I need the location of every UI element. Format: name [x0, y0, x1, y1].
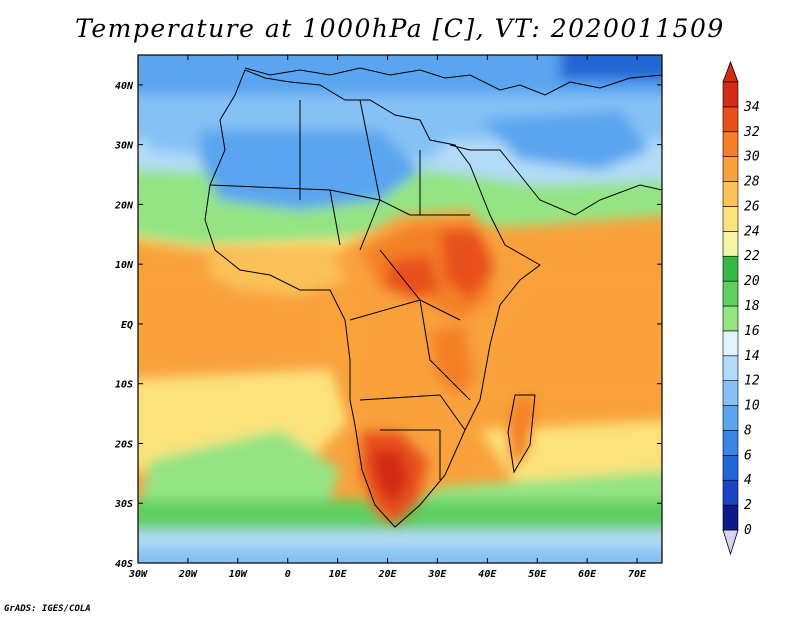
colorbar-under-arrow	[722, 529, 739, 556]
colorbar-swatch	[722, 504, 739, 531]
colorbar-label: 10	[744, 399, 760, 414]
colorbar-swatch	[722, 255, 739, 282]
lat-tick-label: EQ	[121, 320, 133, 331]
colorbar-label: 34	[743, 100, 760, 115]
lon-tick-label: 30E	[427, 569, 447, 580]
lat-tick-label: 30S	[114, 499, 133, 510]
longitude-axis: 30W 20W 10W 0 10E 20E 30E 40E 50E 60E 70E	[128, 55, 647, 580]
colorbar-swatch	[722, 479, 739, 506]
colorbar-swatch	[722, 380, 739, 406]
colorbar-swatch	[722, 131, 739, 157]
lat-tick-label: 20N	[114, 200, 134, 211]
lat-tick-label: 20S	[114, 439, 133, 450]
lon-tick-label: 30W	[128, 569, 148, 580]
lon-tick-label: 10E	[329, 569, 348, 580]
colorbar-label: 12	[744, 374, 760, 389]
lat-tick-label: 10N	[115, 260, 134, 271]
colorbar-swatch	[722, 81, 739, 108]
colorbar-label: 6	[744, 448, 752, 463]
map-frame	[137, 54, 663, 564]
colorbar-swatch	[722, 305, 739, 332]
colorbar-label: 2	[744, 498, 752, 513]
colorbar-swatch	[722, 430, 739, 456]
colorbar-label: 14	[744, 349, 760, 364]
colorbar-swatch	[722, 405, 739, 431]
colorbar-label: 4	[744, 473, 752, 488]
colorbar-label: 30	[743, 150, 760, 165]
colorbar-swatch	[722, 206, 739, 232]
lon-tick-label: 60E	[578, 569, 597, 580]
colorbar-label: 32	[743, 125, 760, 140]
map-title: Temperature at 1000hPa [C], VT: 20200115…	[75, 14, 725, 43]
lat-tick-label: 10S	[115, 380, 133, 391]
lon-tick-label: 70E	[628, 569, 647, 580]
lon-tick-label: 0	[285, 569, 291, 580]
lat-tick-label: 30N	[114, 141, 134, 152]
lon-tick-label: 40E	[478, 569, 497, 580]
lon-tick-label: 20E	[377, 569, 397, 580]
lon-tick-label: 50E	[528, 569, 547, 580]
colorbar-label: 8	[744, 423, 752, 438]
lat-tick-label: 40S	[115, 559, 133, 570]
colorbar-label: 24	[744, 224, 760, 239]
colorbar-swatch	[722, 355, 739, 381]
grads-credit: GrADS: IGES/COLA	[4, 604, 91, 614]
colorbar-label: 26	[744, 199, 760, 214]
temperature-field	[138, 55, 662, 563]
colorbar-swatch	[722, 106, 739, 133]
colorbar-swatch	[722, 181, 739, 207]
lat-tick-label: 40N	[115, 81, 134, 92]
colorbar-label: 20	[744, 274, 760, 289]
latitude-axis: 40N 30N 20N 10N EQ 10S 20S 30S 40S	[114, 81, 662, 570]
colorbar-label: 28	[744, 175, 760, 190]
colorbar-over-arrow	[722, 60, 739, 83]
colorbar-label: 0	[744, 523, 752, 538]
coastlines	[204, 67, 662, 528]
colorbar-swatch	[722, 455, 739, 481]
colorbar-label: 18	[744, 299, 760, 314]
colorbar-swatch	[722, 330, 739, 357]
colorbar-swatch	[722, 231, 739, 257]
lon-tick-label: 10W	[229, 569, 248, 580]
lon-tick-label: 20W	[178, 569, 198, 580]
colorbar-label: 22	[744, 249, 760, 264]
colorbar-swatch	[722, 280, 739, 307]
colorbar-swatch	[722, 156, 739, 182]
colorbar-label: 16	[744, 324, 760, 339]
